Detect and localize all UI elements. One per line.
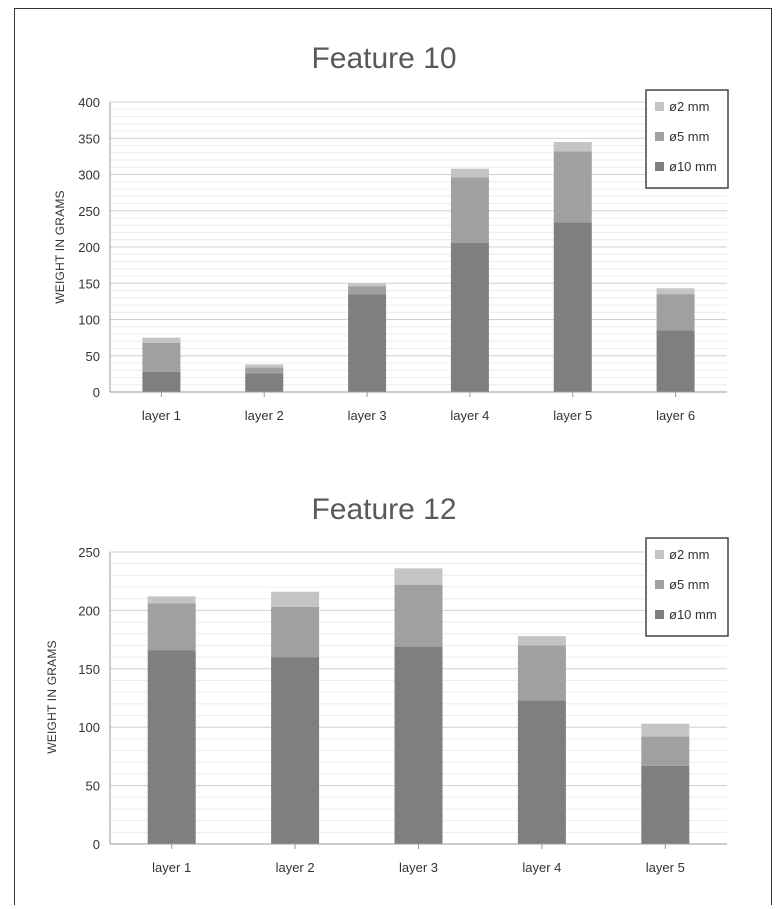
bar-segment — [142, 371, 181, 392]
bar-segment — [517, 700, 566, 844]
bar-segment — [394, 568, 443, 585]
y-tick-label: 100 — [78, 720, 100, 735]
legend-label: ø2 mm — [669, 99, 709, 114]
bar-segment — [394, 646, 443, 844]
y-tick-label: 100 — [78, 313, 100, 328]
y-tick-label: 250 — [78, 204, 100, 219]
legend-swatch — [655, 162, 664, 171]
bar-segment — [641, 765, 690, 844]
x-tick-label: layer 2 — [276, 860, 315, 875]
figure-frame — [14, 8, 772, 905]
legend-swatch — [655, 580, 664, 589]
y-axis-label: WEIGHT IN GRAMS — [45, 640, 59, 753]
y-tick-label: 50 — [86, 779, 100, 794]
legend-swatch — [655, 610, 664, 619]
bar-segment — [450, 168, 489, 178]
x-tick-label: layer 2 — [245, 408, 284, 423]
bar-segment — [147, 596, 196, 604]
bar-segment — [271, 657, 320, 844]
y-tick-label: 150 — [78, 276, 100, 291]
bar-segment — [245, 373, 284, 392]
bar-segment — [271, 606, 320, 658]
bar-segment — [394, 584, 443, 647]
y-tick-label: 0 — [93, 385, 100, 400]
y-tick-label: 300 — [78, 168, 100, 183]
y-tick-label: 200 — [78, 240, 100, 255]
chart-feature-10: Feature 10 WEIGHT IN GRAMS 0 50 100 150 200 2… — [53, 42, 729, 423]
bar-segment — [553, 151, 592, 223]
x-tick-label: layer 4 — [450, 408, 489, 423]
legend-swatch — [655, 132, 664, 141]
bar-segment — [517, 636, 566, 646]
x-tick-label: layer 6 — [656, 408, 695, 423]
x-tick-label: layer 1 — [152, 860, 191, 875]
y-axis-label: WEIGHT IN GRAMS — [53, 190, 67, 303]
bar-segment — [450, 177, 489, 243]
y-tick-label: 150 — [78, 662, 100, 677]
x-tick-label: layer 3 — [399, 860, 438, 875]
bar-segment — [142, 337, 181, 343]
y-tick-label: 0 — [93, 837, 100, 852]
bar-segment — [656, 330, 695, 392]
bar-segment — [450, 242, 489, 392]
bar-segment — [147, 650, 196, 844]
legend-swatch — [655, 550, 664, 559]
legend-label: ø5 mm — [669, 129, 709, 144]
legend-label: ø5 mm — [669, 577, 709, 592]
y-tick-label: 400 — [78, 95, 100, 110]
bar-segment — [348, 294, 387, 392]
x-tick-label: layer 1 — [142, 408, 181, 423]
y-tick-label: 350 — [78, 131, 100, 146]
bar-segment — [147, 603, 196, 651]
x-tick-label: layer 4 — [522, 860, 561, 875]
legend-label: ø10 mm — [669, 607, 717, 622]
bar-segment — [348, 283, 387, 287]
chart-title: Feature 10 — [311, 42, 456, 75]
bar-segment — [348, 286, 387, 295]
chart-title: Feature 12 — [311, 493, 456, 526]
x-tick-label: layer 5 — [646, 860, 685, 875]
y-tick-label: 250 — [78, 545, 100, 560]
y-tick-label: 200 — [78, 603, 100, 618]
y-tick-label: 50 — [86, 349, 100, 364]
bar-segment — [656, 294, 695, 331]
bar-segment — [553, 222, 592, 392]
bar-segment — [641, 723, 690, 737]
bar-segment — [245, 367, 284, 374]
bar-segment — [142, 342, 181, 372]
bar-segment — [656, 288, 695, 295]
bar-segment — [517, 645, 566, 701]
legend-swatch — [655, 102, 664, 111]
x-tick-label: layer 3 — [348, 408, 387, 423]
bar-segment — [641, 736, 690, 766]
legend-label: ø10 mm — [669, 159, 717, 174]
x-tick-label: layer 5 — [553, 408, 592, 423]
bar-segment — [245, 364, 284, 368]
bar-segment — [271, 591, 320, 607]
chart-feature-12: Feature 12 WEIGHT IN GRAMS 0 50 100 150 200 2… — [45, 493, 729, 875]
bar-segment — [553, 141, 592, 152]
legend-label: ø2 mm — [669, 547, 709, 562]
